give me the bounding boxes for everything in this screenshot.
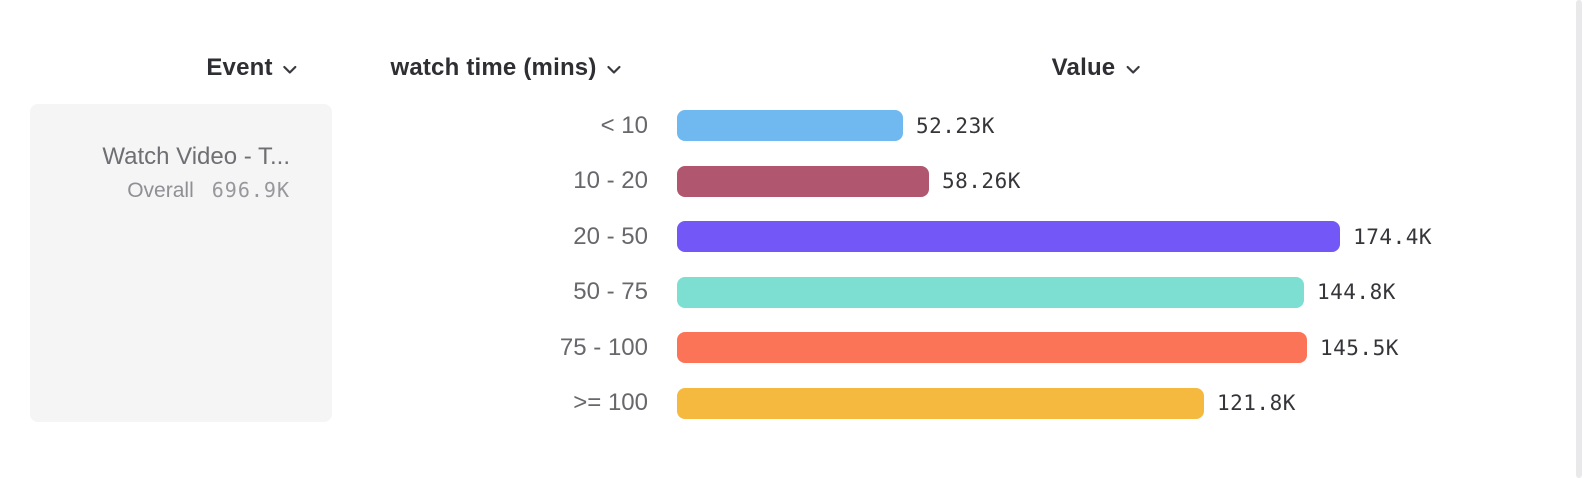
bar-value-label: 144.8K [1317,280,1396,304]
bar-track: 121.8K [677,387,1432,419]
bar-segment[interactable] [677,110,903,141]
chevron-down-icon [1125,65,1140,75]
bar-value-label: 121.8K [1217,391,1296,415]
value-header-label: Value [1051,54,1116,81]
bar-track: 52.23K [677,110,1432,141]
bar-segment[interactable] [677,221,1341,252]
column-header-value[interactable]: Value [1052,54,1141,82]
bar-row: 20 - 50 174.4K [0,221,1432,252]
event-overall-metric: Overall 696.9K [50,178,290,203]
category-label: 20 - 50 [573,222,648,250]
bar-segment[interactable] [677,387,1204,419]
column-header-watch-time[interactable]: watch time (mins) [390,54,621,82]
scrollbar-track[interactable] [1576,0,1582,478]
bar-value-label: 145.5K [1320,335,1399,360]
bar-row: 75 - 100 145.5K [0,332,1432,363]
bar-segment[interactable] [677,332,1307,363]
overall-label: Overall [127,179,194,202]
bar-track: 174.4K [677,221,1432,252]
chevron-down-icon [283,65,298,75]
event-summary-card[interactable]: Watch Video - T... Overall 696.9K [30,104,332,422]
category-label: 10 - 20 [573,167,648,194]
bar-track: 58.26K [677,165,1432,197]
bar-row: 50 - 75 144.8K [0,276,1432,308]
category-label: >= 100 [573,389,648,416]
category-label: < 10 [600,111,648,139]
watch-time-header-label: watch time (mins) [390,54,597,81]
bar-row: 10 - 20 58.26K [0,165,1432,197]
bar-chart-rows: < 10 52.23K 10 - 20 58.26K 20 - 50 174.4K 50 -… [0,110,1432,419]
bar-segment[interactable] [677,276,1304,308]
overall-value: 696.9K [211,178,290,202]
bar-track: 144.8K [677,276,1432,308]
column-header-event[interactable]: Event [206,54,297,82]
bar-segment[interactable] [677,165,929,197]
category-label: 50 - 75 [573,278,648,305]
bar-track: 145.5K [677,332,1432,363]
bar-value-label: 58.26K [942,169,1021,193]
bar-row: >= 100 121.8K [0,387,1432,419]
bar-row: < 10 52.23K [0,110,1432,141]
event-title: Watch Video - T... [102,143,290,170]
bar-value-label: 174.4K [1353,224,1432,249]
event-header-label: Event [206,54,273,81]
category-label: 75 - 100 [559,333,648,361]
bar-value-label: 52.23K [916,113,995,138]
chevron-down-icon [607,65,622,75]
